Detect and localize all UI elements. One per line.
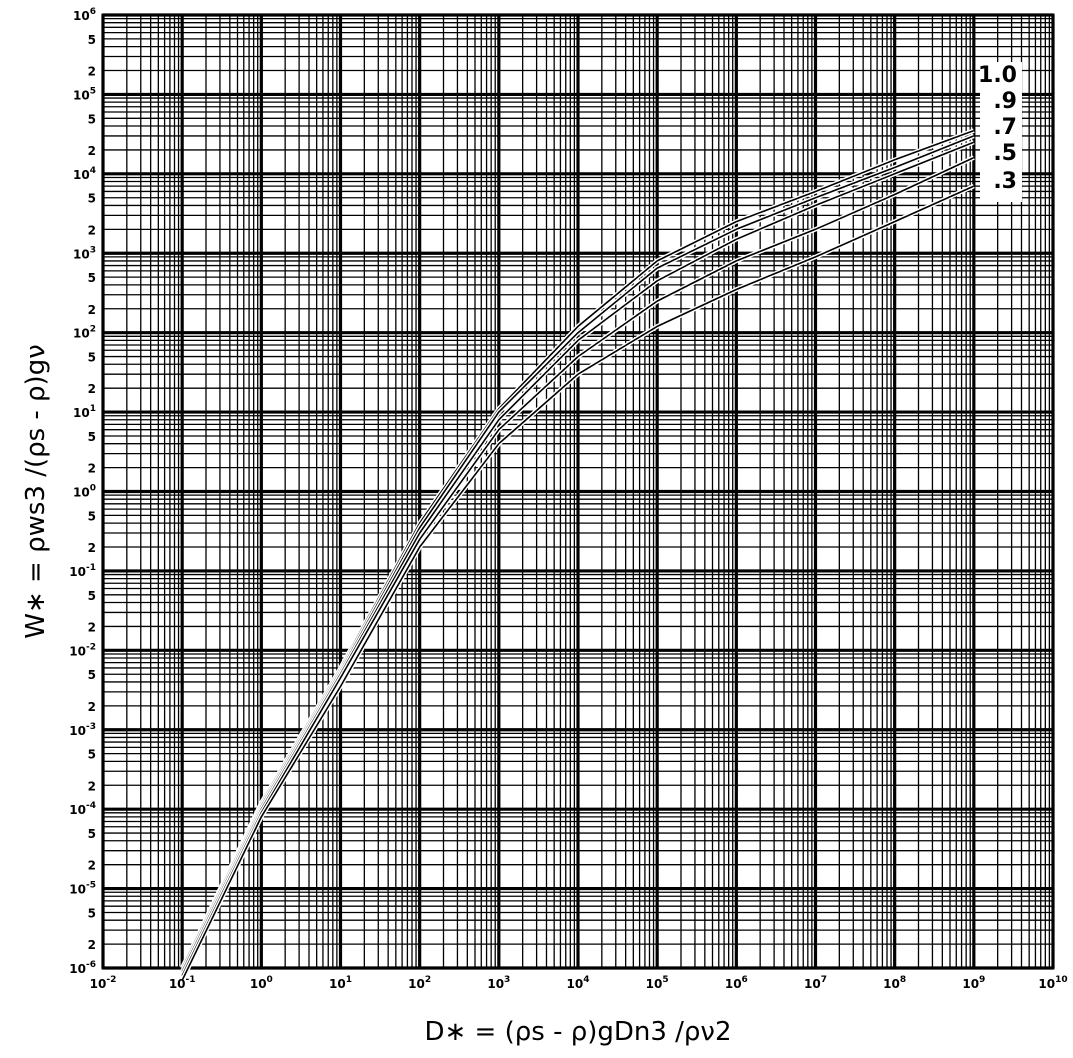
y-tick-label: 2	[88, 65, 96, 79]
x-tick-label: 101	[329, 975, 352, 991]
y-tick-label: 5	[88, 906, 96, 920]
x-axis-ticks: 10-2 10-1 100 101 102 103 104 105 106 107 108 109 10…	[90, 975, 1068, 991]
y-tick-label: 10-1	[69, 563, 96, 579]
y-tick-label: 102	[73, 325, 96, 341]
y-tick-label: 101	[73, 404, 96, 420]
legend-label: .7	[993, 115, 1017, 140]
y-tick-label: 5	[88, 748, 96, 762]
y-tick-label: 105	[73, 86, 96, 102]
y-tick-label: 5	[88, 589, 96, 603]
legend-label: .9	[993, 89, 1017, 114]
y-tick-label: 104	[73, 166, 96, 182]
x-tick-label: 1010	[1038, 975, 1067, 991]
x-tick-label: 10-2	[90, 975, 117, 991]
x-tick-label: 103	[487, 975, 510, 991]
series-curves	[180, 128, 975, 982]
y-tick-label: 2	[88, 859, 96, 873]
y-tick-label: 5	[88, 192, 96, 206]
x-tick-label: 106	[725, 975, 748, 991]
x-tick-label: 104	[567, 975, 590, 991]
y-tick-label: 5	[88, 351, 96, 365]
legend-label: .3	[993, 169, 1017, 194]
series-line	[181, 185, 975, 981]
legend-label: .5	[993, 141, 1017, 166]
y-tick-label: 2	[88, 303, 96, 317]
y-tick-label: 5	[88, 509, 96, 523]
legend-label: 1.0	[978, 63, 1017, 88]
y-tick-label: 100	[73, 484, 96, 500]
x-tick-label: 105	[646, 975, 669, 991]
y-tick-label: 10-4	[69, 801, 96, 817]
y-tick-label: 10-5	[69, 881, 96, 897]
y-tick-label: 5	[88, 430, 96, 444]
y-tick-label: 2	[88, 620, 96, 634]
y-tick-label: 5	[88, 271, 96, 285]
x-tick-label: 109	[962, 975, 985, 991]
x-tick-label: 102	[408, 975, 431, 991]
y-tick-label: 2	[88, 700, 96, 714]
grid	[101, 13, 1055, 970]
y-tick-label: 2	[88, 462, 96, 476]
x-tick-label: 100	[250, 975, 273, 991]
y-axis-ticks: 10-6 2 5 10-5 2 5 10-4 2 5 10-3 2 5 10-2 2 5 10-1 2 5 100 2…	[69, 7, 96, 976]
y-axis-label: W∗ = ρws3 /(ρs - ρ)gν	[21, 344, 51, 638]
y-tick-label: 10-2	[69, 642, 96, 658]
y-tick-label: 5	[88, 827, 96, 841]
legend: 1.0.9.7.5 .3	[978, 62, 1022, 202]
x-tick-label: 107	[804, 975, 827, 991]
legend-box	[980, 62, 1022, 202]
y-tick-label: 5	[88, 33, 96, 47]
x-tick-label: 10-1	[169, 975, 196, 991]
y-tick-label: 2	[88, 541, 96, 555]
y-tick-label: 10-6	[69, 960, 96, 976]
y-tick-label: 5	[88, 668, 96, 682]
x-axis-label: D∗ = (ρs - ρ)gDn3 /ρν2	[424, 1017, 731, 1047]
y-tick-label: 5	[88, 112, 96, 126]
y-tick-label: 2	[88, 382, 96, 396]
series-line	[181, 156, 975, 977]
y-tick-label: 103	[73, 245, 96, 261]
y-tick-label: 2	[88, 779, 96, 793]
y-tick-label: 10-3	[69, 722, 96, 738]
y-tick-label: 106	[73, 7, 96, 23]
plot-frame	[101, 13, 1055, 970]
y-tick-label: 2	[88, 144, 96, 158]
y-tick-label: 2	[88, 223, 96, 237]
y-tick-label: 2	[88, 938, 96, 952]
x-tick-label: 108	[883, 975, 906, 991]
